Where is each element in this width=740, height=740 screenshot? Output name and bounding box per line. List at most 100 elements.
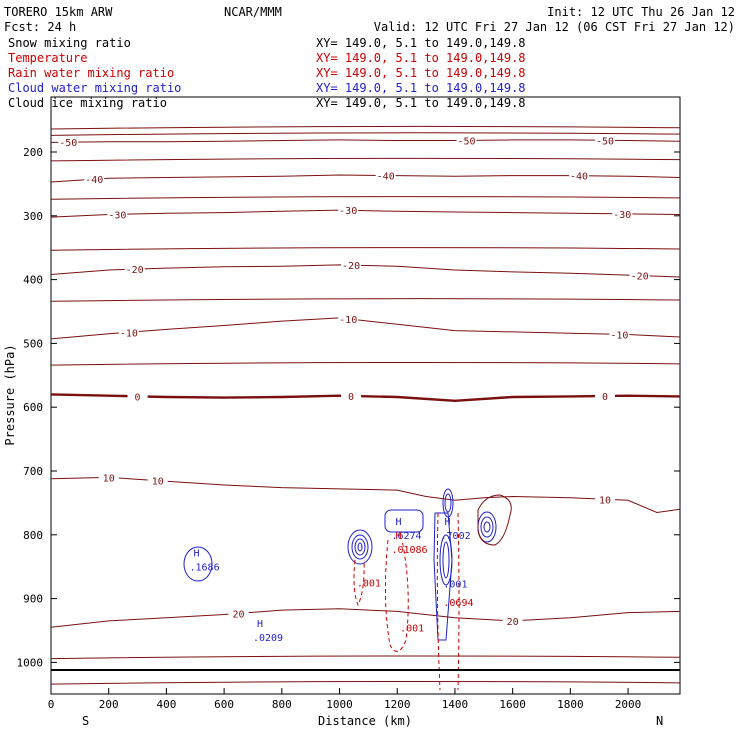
x-tick-label: 800: [272, 698, 292, 711]
cloud-water-cell: [384, 509, 424, 533]
isotherm-label: 0: [348, 392, 354, 403]
extremum-value: .7002: [441, 531, 471, 542]
legend-cloud-ice-xy: XY= 149.0, 5.1 to 149.0,149.8: [316, 96, 526, 110]
isotherm-label-bg: [502, 614, 523, 626]
legend-rain-xy: XY= 149.0, 5.1 to 149.0,149.8: [316, 66, 526, 80]
isotherm-label: 10: [152, 477, 164, 488]
y-tick-label: 800: [23, 529, 43, 542]
forecast-hour: Fcst: 24 h: [4, 20, 76, 34]
extremum-value: .0694: [443, 598, 473, 609]
isotherm-label-bg: [341, 389, 362, 401]
isotherm-label-bg: [127, 390, 148, 402]
legend-snow-label: Snow mixing ratio: [8, 36, 131, 50]
isotherm-label: -30: [108, 210, 126, 221]
x-axis-label: Distance (km): [318, 714, 412, 728]
extremum-marker: H: [395, 517, 401, 528]
y-tick-label: 400: [23, 274, 43, 287]
extremum-value: .001: [357, 579, 381, 590]
temperature-isotherms: -50 -50 -50 -40 -40 -40 -30 -30 -30 -20 -20 -20 -10 -…: [50, 125, 681, 685]
extremum-value: .001: [443, 579, 467, 590]
y-tick-label: 300: [23, 210, 43, 223]
x-tick-label: 400: [156, 698, 176, 711]
isotherm-label: 20: [233, 609, 245, 620]
y-axis-label: Pressure (hPa): [3, 344, 17, 445]
isotherm-line: [50, 680, 681, 685]
isotherm-label-bg: [341, 259, 362, 271]
x-axis-ticks: 0 200 400 600 800 1000 1200 1400 1600 1800 2000: [48, 688, 642, 711]
legend-temperature-label: Temperature: [8, 51, 87, 65]
extremum-value: .1686: [189, 563, 219, 574]
isotherm-label-bg: [375, 169, 396, 181]
isotherm-label-bg: [107, 208, 128, 220]
isotherm-label-bg: [594, 493, 615, 505]
y-tick-label: 600: [23, 401, 43, 414]
y-tick-label: 900: [23, 593, 43, 606]
south-end-label: S: [82, 714, 89, 728]
isotherm-label-bg: [118, 326, 139, 338]
isotherm-label-bg: [629, 269, 650, 281]
legend-snow-xy: XY= 149.0, 5.1 to 149.0,149.8: [316, 36, 526, 50]
isotherm-label: -30: [339, 206, 357, 217]
isotherm-label: -50: [457, 136, 475, 147]
isotherm-line: [50, 317, 681, 340]
isotherm-label: -10: [120, 328, 138, 339]
x-tick-label: 200: [99, 698, 119, 711]
extremum-marker: H: [445, 517, 451, 528]
isotherm-line: [50, 361, 681, 366]
x-tick-label: 600: [214, 698, 234, 711]
y-tick-label: 700: [23, 465, 43, 478]
legend-cloud-water-xy: XY= 149.0, 5.1 to 149.0,149.8: [316, 81, 526, 95]
x-tick-label: 1200: [384, 698, 411, 711]
isotherm-line: [50, 132, 681, 136]
y-tick-label: 500: [23, 337, 43, 350]
isotherm-label-bg: [58, 136, 79, 148]
isotherm-line: [50, 157, 681, 162]
isotherm-label: 20: [507, 617, 519, 628]
cloud-water-contours: [183, 488, 512, 641]
isotherm-label-bg: [594, 389, 615, 401]
extremum-marker: H: [193, 549, 199, 560]
extremum-value: .6274: [391, 531, 421, 542]
isotherm-label: -20: [631, 272, 649, 283]
legend-rain-label: Rain water mixing ratio: [8, 66, 174, 80]
isotherm-line: [50, 196, 681, 200]
legend-cloud-ice-label: Cloud ice mixing ratio: [8, 96, 167, 110]
x-tick-label: 0: [48, 698, 55, 711]
isotherm-line: [50, 247, 681, 251]
isotherm-label-bg: [594, 134, 615, 146]
rain-water-contour: [353, 559, 365, 607]
legend-temperature-xy: XY= 149.0, 5.1 to 149.0,149.8: [316, 51, 526, 65]
cloud-water-cell: [183, 546, 213, 582]
isotherm-label-bg: [84, 173, 105, 185]
isotherm-label: -50: [59, 138, 77, 149]
north-end-label: N: [656, 714, 663, 728]
isotherm-label: -50: [596, 136, 614, 147]
warm-core-contour: [477, 494, 512, 546]
x-tick-label: 2000: [615, 698, 642, 711]
isotherm-label: -40: [377, 171, 395, 182]
x-tick-label: 1600: [499, 698, 526, 711]
rain-water-contour: [436, 512, 460, 691]
extremum-marker: H: [395, 531, 401, 542]
isotherm-label: -10: [610, 330, 628, 341]
isotherm-label: -20: [342, 261, 360, 272]
isotherm-label-bg: [612, 207, 633, 219]
isotherm-line: [50, 125, 681, 130]
isotherm-label: 10: [103, 473, 115, 484]
isotherm-line: [50, 139, 681, 143]
isotherm-label: 10: [599, 495, 611, 506]
isotherm-line: [50, 209, 681, 218]
field-legend: Snow mixing ratio XY= 149.0, 5.1 to 149.…: [8, 36, 526, 110]
rain-water-contour: [384, 539, 409, 652]
valid-time: Valid: 12 UTC Fri 27 Jan 12 (06 CST Fri …: [374, 20, 735, 34]
isotherm-label: -40: [570, 172, 588, 183]
isotherm-label-bg: [569, 169, 590, 181]
model-title: TORERO 15km ARW: [4, 5, 113, 19]
field-extrema-labels: H.1686H.0209H.6274H.01086H.7002.001.001.…: [189, 517, 473, 644]
isotherm-line: [50, 655, 681, 660]
y-tick-label: 1000: [17, 656, 44, 669]
isotherm-label: -30: [613, 210, 631, 221]
isotherm-label-bg: [338, 204, 359, 216]
isotherm-label-bg: [338, 312, 359, 324]
